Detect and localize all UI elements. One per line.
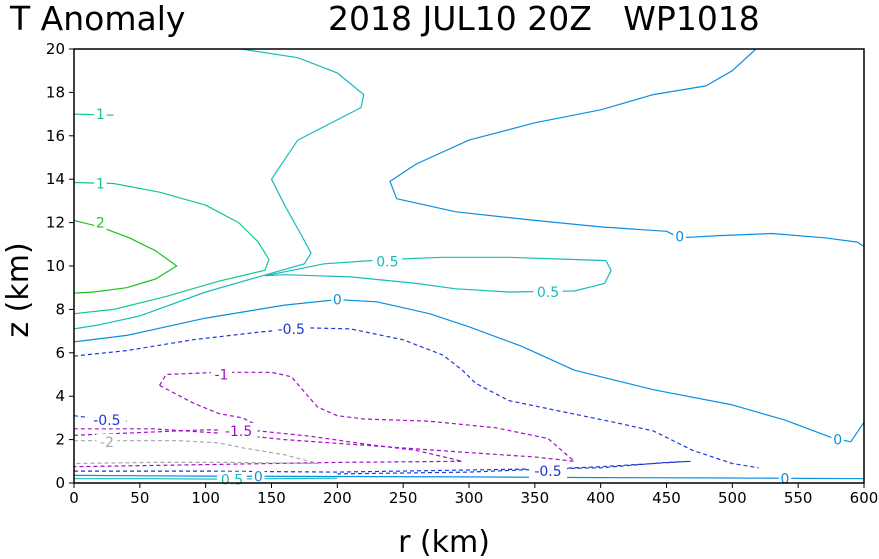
x-tick-label: 200 (323, 489, 352, 507)
contour-label: -1.5 (225, 424, 252, 440)
contour-label-bg (831, 431, 844, 448)
contour-label: 0.5 (221, 473, 243, 489)
x-tick-label: 550 (784, 489, 813, 507)
contour-line (73, 299, 865, 443)
chart-title: T Anomaly (9, 0, 185, 38)
y-tick-label: 2 (55, 431, 65, 449)
contour-line (73, 219, 178, 294)
x-tick-label: 250 (389, 489, 418, 507)
contour-label-bg (533, 284, 563, 301)
chart-subtitle: 2018 JUL10 20Z WP1018 (328, 0, 760, 38)
plot-frame (73, 48, 865, 484)
y-tick-label: 0 (55, 474, 65, 492)
x-tick-label: 50 (130, 489, 149, 507)
contour-label: -2 (100, 435, 114, 451)
y-tick-label: 8 (55, 300, 65, 318)
contour-label: 0 (781, 472, 790, 488)
contour-label-bg (272, 320, 311, 337)
contour-line (73, 327, 759, 469)
contour-label: 0 (833, 433, 842, 449)
contour-label-bg (219, 422, 258, 439)
contour-lines (73, 48, 865, 480)
contour-label: 2 (96, 216, 105, 232)
contour-line (264, 256, 612, 293)
x-tick-label: 500 (718, 489, 747, 507)
contour-label: 0 (675, 230, 684, 246)
y-tick-label: 10 (46, 257, 65, 275)
contour-labels: 2 1 1 0.5 0.5 0 0 0 0 0 -0.5 -0.5 -0.5 0.5 -1 -1.5 -2 (87, 106, 844, 489)
contour-label: 0.5 (376, 255, 398, 271)
contour-label-bg (87, 412, 126, 429)
contour-label: -0.5 (93, 413, 120, 429)
y-tick-label: 14 (46, 170, 65, 188)
contour-line (73, 440, 319, 465)
contour-label-bg (529, 463, 567, 480)
x-tick-label: 600 (850, 489, 879, 507)
x-tick-label: 350 (521, 489, 550, 507)
x-axis: 0 50 100 150 200 250 300 350 400 450 500 550 600 (69, 483, 878, 507)
contour-label-bg (94, 175, 107, 192)
contour-line (74, 371, 575, 462)
contour-label: 0 (254, 469, 263, 485)
contour-label: -0.5 (278, 322, 305, 338)
contour-label-bg (96, 433, 118, 450)
contour-label: 1 (96, 177, 105, 193)
contour-label-bg (252, 468, 265, 485)
x-axis-label: r (km) (398, 525, 490, 559)
contour-line (73, 429, 463, 468)
x-tick-label: 450 (652, 489, 681, 507)
y-axis-label: z (km) (1, 242, 36, 337)
contour-label-bg (331, 291, 344, 308)
contour-label-bg (210, 366, 232, 383)
x-tick-label: 100 (191, 489, 220, 507)
contour-label-bg (94, 106, 107, 123)
y-tick-label: 16 (46, 127, 65, 145)
contour-label: -1 (214, 368, 228, 384)
contour-line (73, 181, 270, 315)
x-tick-label: 300 (455, 489, 484, 507)
contour-label-bg (94, 214, 107, 231)
contour-label-bg (673, 228, 686, 245)
contour-line (74, 477, 338, 480)
contour-label: 0.5 (537, 285, 559, 301)
contour-label-bg (372, 253, 403, 270)
contour-line (74, 460, 691, 475)
x-tick-label: 400 (586, 489, 615, 507)
contour-line (159, 384, 256, 425)
y-axis: 0 2 4 6 8 10 12 14 16 18 20 (46, 40, 74, 492)
x-tick-label: 150 (257, 489, 286, 507)
x-tick-label: 0 (69, 489, 79, 507)
contour-line (73, 474, 865, 480)
contour-line (73, 48, 365, 330)
y-tick-label: 18 (46, 83, 65, 101)
y-tick-label: 6 (55, 344, 65, 362)
contour-line (389, 48, 865, 247)
contour-label: 0 (333, 293, 342, 309)
y-tick-label: 4 (55, 387, 65, 405)
contour-label: -0.5 (534, 464, 561, 480)
contour-label: 1 (96, 107, 105, 123)
y-tick-label: 12 (46, 214, 65, 232)
y-tick-label: 20 (46, 40, 65, 58)
contour-line (73, 113, 114, 116)
